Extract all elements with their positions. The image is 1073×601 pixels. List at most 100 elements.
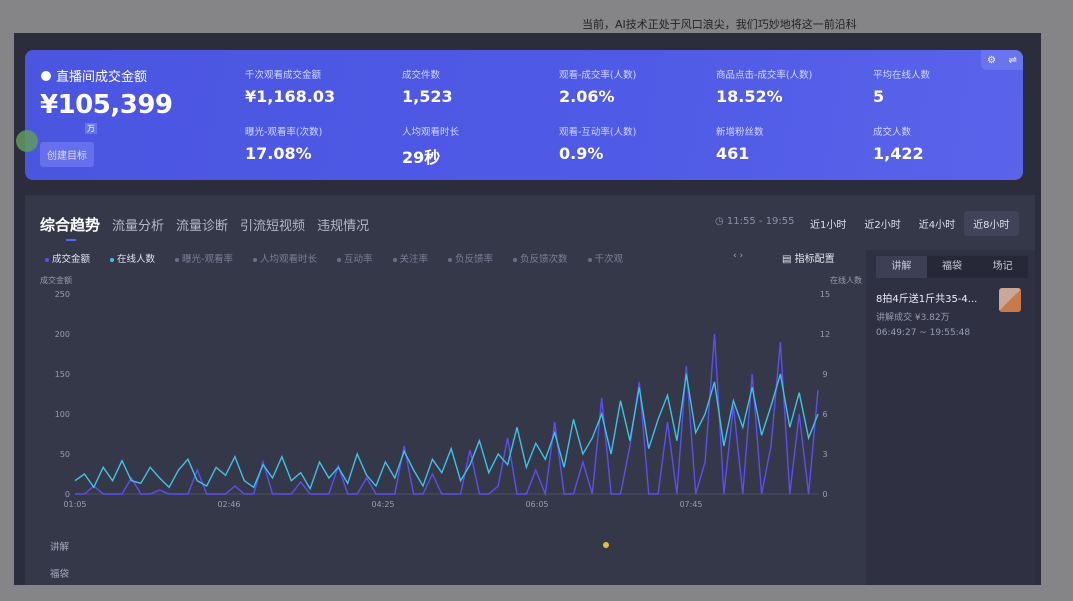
legend-item[interactable]: 互动率 [336,251,373,265]
tab-overview[interactable]: 综合趋势 [40,214,100,241]
metric-value: 0.9% [559,144,604,163]
legend-label: 人均观看时长 [259,254,317,265]
metric: 人均观看时长 29秒 [402,124,542,168]
legend-item[interactable]: 千次观 [587,251,624,265]
metric-value: 1,523 [402,87,453,106]
metric: 成交人数 1,422 [873,124,1013,163]
range-2h[interactable]: 近2小时 [864,220,901,231]
metric: 观看-成交率(人数) 2.06% [559,67,699,106]
y-left-tick: 250 [55,290,70,299]
metric-value: 18.52% [716,87,783,106]
legend-dot [336,257,341,262]
settings-icon[interactable]: ⚙ [987,54,997,66]
gmv-value: ¥105,399 [40,90,173,120]
swap-icon[interactable]: ⇌ [1008,54,1017,66]
legend-item[interactable]: 负反馈率 [448,251,493,265]
unit-badge: 万 [85,123,97,134]
tab-diagnosis[interactable]: 流量诊断 [176,219,229,234]
y-left-tick: 50 [60,450,70,459]
legend-item[interactable]: 在线人数 [110,251,155,265]
metric-label: 观看-互动率(人数) [559,127,637,138]
legend-item[interactable]: 曝光-观看率 [175,251,233,265]
metric: 成交件数 1,523 [402,67,542,106]
metric: 平均在线人数 5 [873,67,1013,106]
summary-card: 直播间成交金额 ¥105,399 万 创建目标 千次观看成交金额 ¥1,168.0… [25,50,1023,180]
legend-dot [252,257,257,262]
metric-legend: 成交金额 在线人数 曝光-观看率 人均观看时长 互动率 关注率 负反馈率 负反馈次数 千次观 [45,251,623,265]
y-right-tick: 6 [822,410,827,419]
legend-dot [110,257,115,262]
metric-label: 人均观看时长 [402,127,460,138]
legend-label: 曝光-观看率 [182,254,233,265]
metric-label: 千次观看成交金额 [245,70,322,81]
side-tab-bag[interactable]: 福袋 [942,261,962,272]
legend-label: 成交金额 [52,254,91,265]
y-right-tick: 0 [822,490,827,499]
tab-violations[interactable]: 违规情况 [317,219,370,234]
metric-value: 29秒 [402,148,441,167]
legend-label: 关注率 [399,254,429,265]
tab-bar: 综合趋势 流量分析 流量诊断 引流短视频 违规情况 [40,214,370,241]
info-icon [41,70,51,81]
legend-label: 负反馈率 [455,254,494,265]
side-tab-explain[interactable]: 讲解 [876,256,927,278]
y-left-tick: 0 [65,490,70,499]
range-1h[interactable]: 近1小时 [810,220,847,231]
metric-label: 平均在线人数 [873,70,931,81]
range-4h[interactable]: 近4小时 [918,220,956,231]
y-right-tick: 9 [822,370,827,379]
legend-item[interactable]: 关注率 [392,251,429,265]
explain-marker[interactable] [603,542,609,548]
metric-label: 成交人数 [873,127,912,138]
y-left-tick: 200 [55,330,70,339]
time-range-text: 11:55 - 19:55 [726,216,795,227]
clock-icon: ◷ [715,216,727,227]
metric-label: 曝光-观看率(次数) [245,127,323,138]
y-left-label: 成交金额 [40,275,72,285]
config-icon: ▤ [782,254,795,265]
metric-value: 461 [716,144,750,163]
metric-label: 成交件数 [402,70,441,81]
item-title: 8拍4斤送1斤共35-4... [876,294,978,305]
metric-config-button[interactable]: ▤ 指标配置 [782,250,835,265]
side-tabs: 讲解 福袋 场记 [876,256,1028,278]
y-right-tick: 3 [822,450,827,459]
gmv-title: 直播间成交金额 [41,66,147,85]
y-left-tick: 100 [55,410,70,419]
trend-section: 综合趋势 流量分析 流量诊断 引流短视频 违规情况 ◷ 11:55 - 19:5… [25,195,1035,585]
create-goal-button[interactable]: 创建目标 [40,142,94,167]
legend-item[interactable]: 成交金额 [45,251,90,265]
metric: 新增粉丝数 461 [716,124,856,163]
explain-item[interactable]: 8拍4斤送1斤共35-4... 讲解成交 ¥3.82万 06:49:27 ~ 1… [876,290,1026,338]
time-range: ◷ 11:55 - 19:55 [715,216,795,227]
row-label-explain: 讲解 [50,542,70,553]
row-label-bag: 福袋 [50,569,70,580]
legend-dot [587,257,592,262]
y-right-label: 在线人数 [830,275,862,285]
x-tick: 01:05 [63,500,86,509]
x-tick: 06:05 [525,500,548,509]
legend-label: 千次观 [594,254,624,265]
metric-label: 新增粉丝数 [716,127,764,138]
legend-item[interactable]: 人均观看时长 [252,251,317,265]
side-panel: 讲解 福袋 场记 8拍4斤送1斤共35-4... 讲解成交 ¥3.82万 06:… [866,250,1035,585]
range-8h[interactable]: 近8小时 [964,211,1019,236]
legend-item[interactable]: 负反馈次数 [513,251,568,265]
x-tick: 07:45 [679,500,702,509]
legend-label: 负反馈次数 [520,254,568,265]
metric-label: 商品点击-成交率(人数) [716,70,813,81]
tab-short-video[interactable]: 引流短视频 [240,219,306,234]
metric: 千次观看成交金额 ¥1,168.03 [245,67,385,106]
metric-label: 观看-成交率(人数) [559,70,637,81]
metric-value: 2.06% [559,87,615,106]
side-tab-log[interactable]: 场记 [992,261,1013,272]
metric-value: 1,422 [873,144,924,163]
legend-pager[interactable]: ‹ › [733,251,744,261]
legend-label: 在线人数 [117,254,156,265]
tab-traffic[interactable]: 流量分析 [112,219,165,234]
metric-value: 17.08% [245,144,312,163]
y-right-tick: 15 [820,290,830,299]
series-online-line [74,373,819,491]
x-tick: 02:46 [217,500,240,509]
